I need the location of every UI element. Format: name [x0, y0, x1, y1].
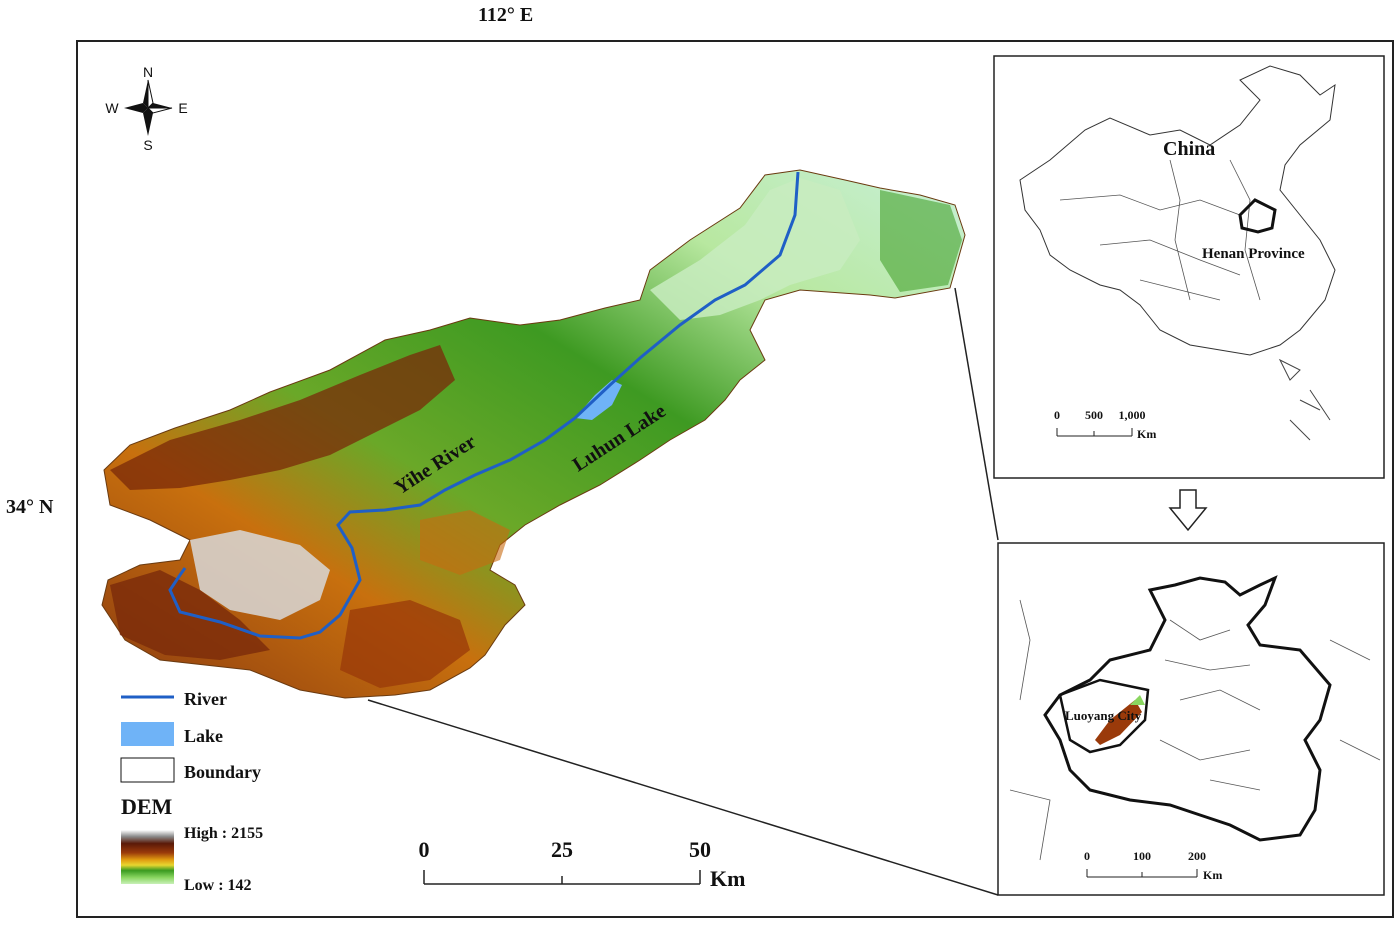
compass-w: W — [105, 100, 119, 116]
scale-main-25: 25 — [551, 837, 573, 862]
down-arrow-icon — [1168, 489, 1208, 532]
map-frame — [76, 40, 1394, 918]
henan-scale-unit: Km — [1203, 868, 1222, 882]
compass-n: N — [143, 64, 153, 80]
north-arrow-icon: N S E W — [105, 64, 187, 153]
legend: River Lake Boundary DEM High : 2155 Low … — [120, 689, 263, 894]
connector-line — [367, 699, 999, 896]
legend-river: River — [184, 689, 227, 709]
luhun-lake — [575, 380, 622, 420]
dem-color-ramp — [121, 830, 174, 884]
watershed-dem — [101, 169, 966, 699]
luoyang-city-label: Luoyang City — [1065, 708, 1142, 723]
compass-s: S — [143, 137, 152, 153]
henan-scale-0: 0 — [1084, 849, 1090, 863]
inset-china: China Henan Province 0 500 1,000 Km — [993, 55, 1385, 479]
henan-province-label: Henan Province — [1202, 246, 1305, 262]
scale-bar-main: 0 25 50 Km — [419, 837, 746, 891]
connector-line — [954, 287, 999, 541]
compass-e: E — [178, 100, 187, 116]
legend-lake: Lake — [184, 726, 223, 746]
legend-dem-high: High : 2155 — [184, 825, 263, 842]
china-scale-unit: Km — [1137, 427, 1156, 441]
longitude-label: 112° E — [478, 4, 534, 26]
china-scale-1000: 1,000 — [1119, 408, 1146, 422]
scale-main-0: 0 — [419, 837, 430, 862]
inset-henan: Luoyang City 0 100 200 Km — [997, 542, 1385, 896]
china-scale-500: 500 — [1085, 408, 1103, 422]
scale-main-unit: Km — [710, 866, 745, 891]
legend-dem-title: DEM — [121, 794, 173, 819]
scale-main-50: 50 — [689, 837, 711, 862]
yihe-river — [168, 171, 800, 640]
henan-scale-100: 100 — [1133, 849, 1151, 863]
latitude-label: 34° N — [6, 496, 54, 518]
henan-scale-200: 200 — [1188, 849, 1206, 863]
legend-boundary: Boundary — [184, 762, 261, 782]
legend-dem-low: Low : 142 — [184, 877, 252, 894]
china-label: China — [1163, 138, 1215, 160]
china-scale-0: 0 — [1054, 408, 1060, 422]
